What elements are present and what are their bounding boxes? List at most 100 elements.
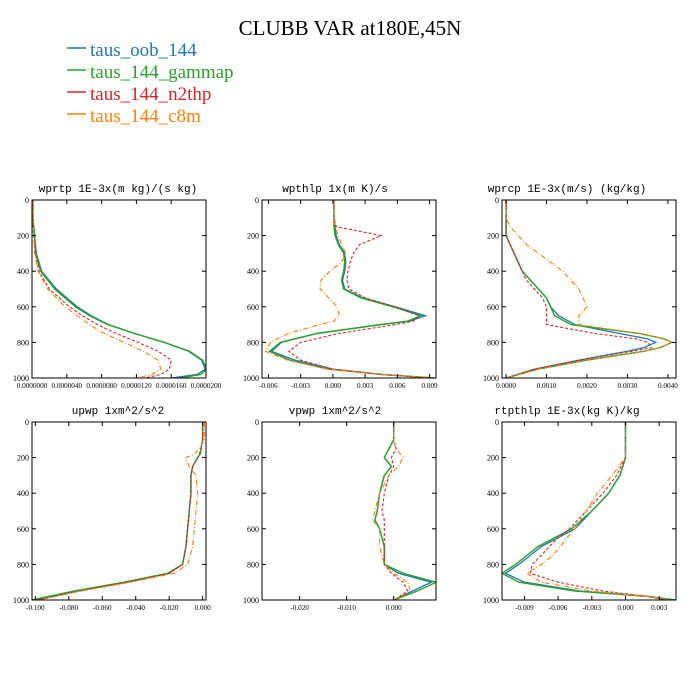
y-tick-label: 200: [487, 232, 499, 241]
x-tick-label: 0.003: [651, 604, 668, 612]
y-tick-label: 0: [495, 196, 499, 205]
y-tick-label: 1000: [13, 374, 29, 383]
plot-frame: [31, 421, 207, 601]
y-tick-label: 800: [487, 560, 499, 569]
plot-frame: [31, 199, 207, 379]
y-tick-label: 800: [17, 338, 29, 347]
y-tick-label: 200: [247, 232, 259, 241]
x-tick-label: 0.006: [389, 382, 406, 390]
x-tick-label: -0.003: [291, 382, 310, 390]
x-tick-label: -0.080: [60, 604, 79, 612]
series-line-taus-144-gammap: [32, 422, 204, 600]
x-tick-label: 0.0000120: [121, 382, 152, 390]
legend-label: taus_oob_144: [90, 40, 197, 61]
series-line-taus-144-n2thp: [36, 422, 204, 600]
plot-frame: [261, 421, 437, 601]
series-line-taus-144-gammap: [32, 200, 206, 378]
series-line-taus-144-gammap: [268, 200, 435, 378]
y-tick-label: 800: [247, 560, 259, 569]
x-tick-label: 0.0000000: [17, 382, 48, 390]
series-line-taus-oob-144: [32, 200, 206, 378]
y-tick-label: 200: [247, 454, 259, 463]
series-line-taus-144-c8m: [38, 422, 205, 600]
series-line-taus-oob-144: [270, 200, 432, 378]
legend-item-taus-oob-144: taus_oob_144: [67, 40, 197, 61]
y-tick-label: 400: [247, 267, 259, 276]
y-tick-label: 0: [255, 196, 259, 205]
panel-title: wpthlp 1x(m K)/s: [282, 184, 388, 196]
series-line-taus-144-n2thp: [32, 200, 172, 378]
panel-title: vpwp 1xm^2/s^2: [289, 406, 381, 418]
x-tick-label: 0.000: [386, 604, 403, 612]
x-tick-label: -0.006: [549, 604, 568, 612]
legend-label: taus_144_n2thp: [90, 84, 211, 105]
x-tick-label: -0.003: [583, 604, 602, 612]
series-line-taus-oob-144: [35, 422, 204, 600]
legend-label: taus_144_gammap: [90, 62, 234, 83]
panel-title: upwp 1xm^2/s^2: [72, 406, 164, 418]
series-line-taus-oob-144: [505, 200, 658, 378]
y-tick-label: 600: [17, 303, 29, 312]
series-line-taus-144-gammap: [505, 200, 674, 378]
x-tick-label: -0.100: [26, 604, 45, 612]
x-tick-label: 0.0020: [577, 382, 597, 390]
y-tick-label: 400: [17, 489, 29, 498]
y-tick-label: 1000: [243, 596, 259, 605]
x-tick-label: -0.006: [259, 382, 278, 390]
y-tick-label: 800: [17, 560, 29, 569]
series-line-taus-144-c8m: [371, 422, 411, 600]
y-tick-label: 1000: [13, 596, 29, 605]
y-tick-label: 400: [487, 267, 499, 276]
series-line-taus-144-c8m: [264, 200, 433, 378]
x-tick-label: -0.060: [93, 604, 112, 612]
plot-frame: [501, 421, 677, 601]
y-tick-label: 800: [247, 338, 259, 347]
y-tick-label: 0: [25, 196, 29, 205]
y-tick-label: 400: [17, 267, 29, 276]
panel-wprcp: wprcp 1E-3x(m/s) (kg/kg) 0.0000 0.0010 0.0…: [483, 184, 678, 390]
x-tick-label: 0.0010: [537, 382, 557, 390]
series-line-taus-144-gammap: [374, 422, 436, 600]
panel-wprtp: wprtp 1E-3x(m kg)/(s kg) 0.0000000 0.0000…: [13, 184, 222, 390]
figure-title: CLUBB VAR at180E,45N: [239, 16, 462, 40]
y-tick-label: 600: [247, 303, 259, 312]
y-tick-label: 600: [247, 525, 259, 534]
y-tick-label: 400: [247, 489, 259, 498]
legend-label: taus_144_c8m: [90, 106, 201, 127]
y-tick-label: 400: [487, 489, 499, 498]
y-tick-label: 1000: [483, 596, 499, 605]
x-tick-label: 0.0000080: [86, 382, 117, 390]
y-tick-label: 600: [487, 525, 499, 534]
x-tick-label: 0.000: [325, 382, 342, 390]
y-tick-label: 600: [17, 525, 29, 534]
x-tick-label: 0.0030: [618, 382, 638, 390]
panel-title: rtpthlp 1E-3x(kg K)/kg: [494, 406, 639, 418]
legend-item-taus-144-gammap: taus_144_gammap: [67, 62, 234, 83]
panel-wpthlp: wpthlp 1x(m K)/s -0.006 -0.003 0.000 0.003 0…: [243, 184, 438, 390]
y-tick-label: 0: [255, 418, 259, 427]
y-tick-label: 200: [17, 454, 29, 463]
series-line-taus-144-c8m: [525, 422, 671, 600]
y-tick-label: 600: [487, 303, 499, 312]
panel-rtpthlp: rtpthlp 1E-3x(kg K)/kg -0.009 -0.006 -0.00…: [483, 406, 677, 612]
plot-frame: [501, 199, 677, 379]
x-tick-label: 0.0000200: [191, 382, 222, 390]
x-tick-label: 0.0000: [496, 382, 516, 390]
legend-item-taus-144-c8m: taus_144_c8m: [67, 106, 201, 127]
y-tick-label: 0: [495, 418, 499, 427]
panel-vpwp: vpwp 1xm^2/s^2 -0.020 -0.010 0.000 0 200 400 6…: [243, 406, 437, 612]
series-line-taus-144-c8m: [505, 200, 674, 378]
y-tick-label: 200: [17, 232, 29, 241]
panel-title: wprcp 1E-3x(m/s) (kg/kg): [488, 184, 646, 196]
x-tick-label: -0.009: [515, 604, 534, 612]
series-line-taus-144-n2thp: [381, 422, 409, 600]
series-line-taus-144-c8m: [32, 200, 162, 378]
y-tick-label: 800: [487, 338, 499, 347]
x-tick-label: 0.000: [195, 604, 212, 612]
plot-frame: [261, 199, 437, 379]
x-tick-label: -0.020: [160, 604, 179, 612]
series-line-taus-144-gammap: [502, 422, 676, 600]
series-line-taus-144-n2thp: [529, 422, 665, 600]
x-tick-label: -0.040: [126, 604, 145, 612]
